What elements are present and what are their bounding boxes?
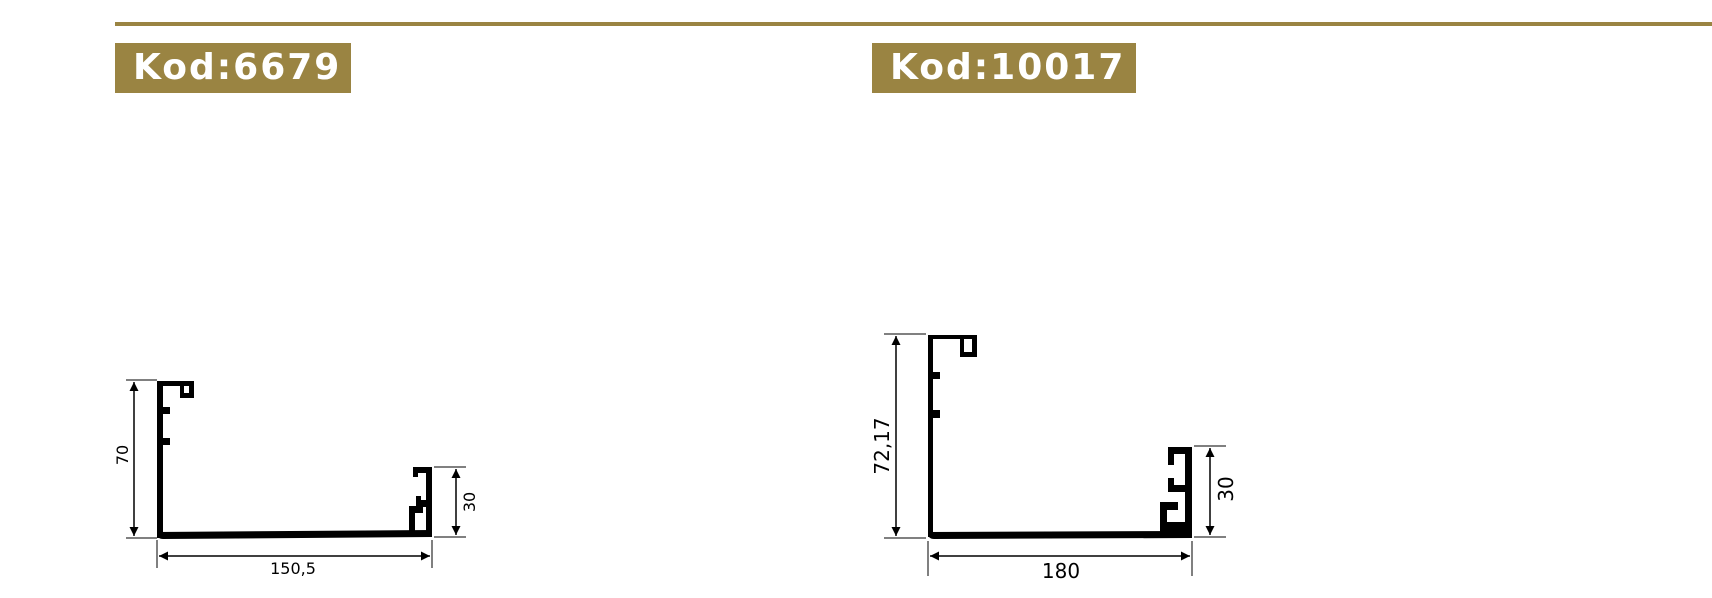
profile-6679-lip-step xyxy=(409,506,423,513)
profile-10017-top-flange xyxy=(928,335,977,339)
profile-10017-lip-step xyxy=(1160,502,1178,510)
profile-10017-drawing: 72,17 180 30 xyxy=(870,333,1238,583)
profile-10017-lip-mid-tab xyxy=(1168,478,1174,492)
profile-6679-top-flange xyxy=(157,381,194,386)
header-rule xyxy=(115,22,1712,26)
profile-10017-top-hook xyxy=(972,335,977,357)
dim-10017-height-label: 72,17 xyxy=(870,417,894,474)
profile-6679-drawing: 70 150,5 30 xyxy=(113,379,479,578)
profile-6679-outline xyxy=(158,382,422,532)
profile-6679-wall-tab xyxy=(163,438,170,445)
dim-10017-width-label: 180 xyxy=(1042,559,1080,583)
profile-10017-lip-top-tab xyxy=(1168,447,1174,465)
profile-6679-lip-post xyxy=(409,506,415,533)
profile-6679-lip-mid-tab xyxy=(416,496,421,507)
dim-10017-lip-label: 30 xyxy=(1214,476,1238,501)
profile-10017-wall xyxy=(928,335,933,537)
profile-10017-lip-mid xyxy=(1168,485,1192,492)
profile-6679-lip-mid xyxy=(418,500,432,507)
profile-10017-lip-post xyxy=(1160,502,1167,532)
profile-6679-wall-tab xyxy=(163,407,170,414)
profile-10017-base xyxy=(928,531,1192,539)
profile-6679-lip-upright xyxy=(426,467,432,531)
dim-6679-width-label: 150,5 xyxy=(270,559,316,578)
profile-6679-lip-top xyxy=(413,467,432,473)
profile-code-label-10017: Kod:10017 xyxy=(872,43,1136,93)
profile-10017-top-hook-tab xyxy=(960,339,964,353)
profile-code-label-6679: Kod:6679 xyxy=(115,43,351,93)
profile-6679-top-hook-foot xyxy=(180,393,194,398)
profile-6679-top-hook-tab xyxy=(180,386,184,394)
profile-10017-top-hook-foot xyxy=(960,352,977,357)
profile-6679-lip-top-tab xyxy=(413,467,418,477)
profile-10017-lip-bottom xyxy=(1160,522,1192,532)
profile-10017-wall-tab xyxy=(933,372,940,379)
dim-6679-lip-label: 30 xyxy=(460,492,479,512)
profile-6679-wall xyxy=(157,381,163,538)
profile-10017-wall-tab xyxy=(933,410,940,418)
profile-6679-top-hook xyxy=(189,381,194,398)
profile-10017-lip-top xyxy=(1168,447,1192,454)
profile-6679-base xyxy=(157,530,432,539)
dim-6679-height-label: 70 xyxy=(113,445,132,465)
